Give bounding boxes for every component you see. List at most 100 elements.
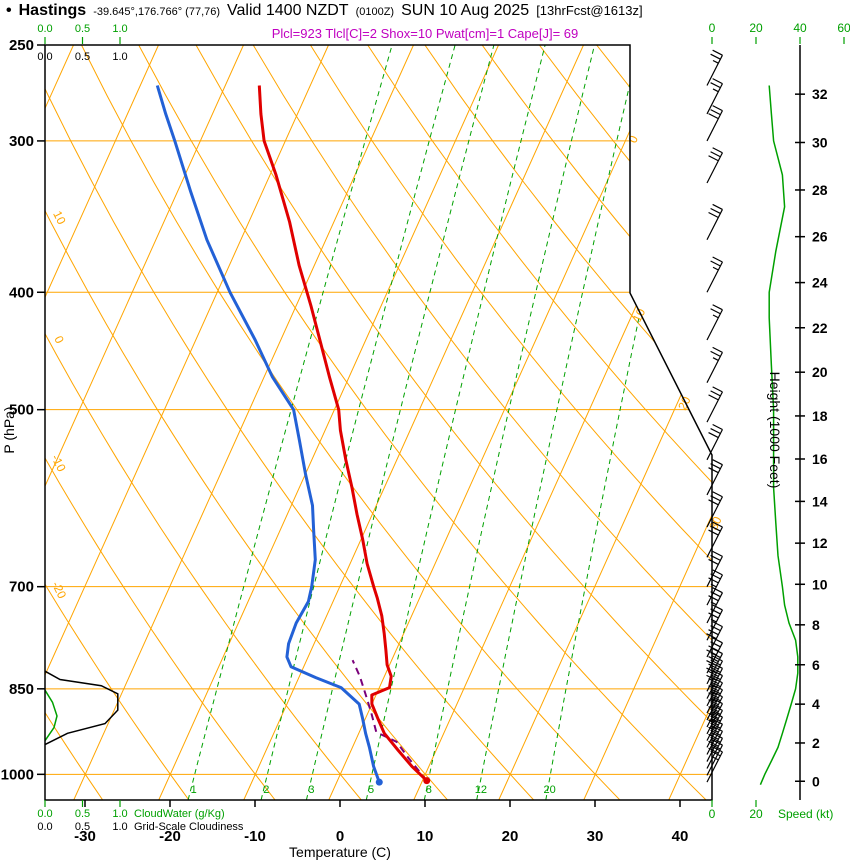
- svg-text:40: 40: [672, 828, 689, 845]
- svg-text:20: 20: [749, 807, 763, 821]
- svg-text:850: 850: [9, 681, 34, 698]
- station-coordinates: -39.645°,176.766° (77,76): [93, 6, 221, 18]
- wind-barb: [706, 105, 723, 142]
- parcel-curve: [351, 659, 428, 782]
- wind-barb: [706, 550, 723, 587]
- svg-text:1: 1: [191, 784, 197, 796]
- wind-barb: [706, 386, 723, 423]
- sounding-parameters-line: Plcl=923 Tlcl[C]=2 Shox=10 Pwat[cm]=1 Ca…: [271, 26, 579, 41]
- svg-text:10: 10: [812, 576, 828, 592]
- valid-time: Valid 1400 NZDT: [227, 2, 349, 19]
- svg-text:6: 6: [812, 657, 820, 673]
- svg-text:20: 20: [544, 784, 556, 796]
- svg-text:0: 0: [709, 807, 716, 821]
- svg-text:32: 32: [812, 86, 828, 102]
- svg-text:2: 2: [263, 784, 269, 796]
- svg-text:0: 0: [812, 773, 820, 789]
- svg-text:0.0: 0.0: [37, 23, 52, 35]
- svg-text:1.0: 1.0: [112, 821, 127, 833]
- wind-barb: [706, 621, 723, 658]
- wind-barb: [706, 304, 723, 341]
- wind-speed-curve: [759, 85, 799, 785]
- svg-text:40: 40: [793, 21, 807, 35]
- wind-barbs: [706, 49, 723, 783]
- svg-text:30: 30: [812, 134, 828, 150]
- valid-date: SUN 10 Aug 2025: [401, 2, 530, 19]
- svg-text:20: 20: [502, 828, 519, 845]
- svg-text:4: 4: [812, 696, 820, 712]
- svg-text:22: 22: [812, 320, 828, 336]
- wind-barb: [706, 203, 723, 241]
- svg-text:30: 30: [587, 828, 604, 845]
- svg-text:8: 8: [426, 784, 432, 796]
- svg-text:500: 500: [9, 402, 34, 419]
- wind-barb: [706, 587, 723, 624]
- wind-barb: [706, 655, 723, 692]
- svg-text:0: 0: [709, 21, 716, 35]
- speed-scale: 0 20 40 600 20 Speed (kt): [709, 21, 850, 821]
- temperature-curve: [257, 85, 431, 785]
- svg-text:Speed (kt): Speed (kt): [778, 807, 833, 821]
- svg-text:20: 20: [675, 394, 694, 412]
- svg-text:16: 16: [812, 451, 828, 467]
- wind-barb: [706, 491, 723, 528]
- svg-text:1.0: 1.0: [112, 51, 127, 63]
- mixing-ratio-lines: [187, 45, 698, 800]
- svg-text:12: 12: [475, 784, 487, 796]
- svg-text:60: 60: [837, 21, 850, 35]
- dewpoint-curve: [155, 85, 383, 786]
- wind-barb: [706, 459, 723, 496]
- svg-text:CloudWater (g/Kg): CloudWater (g/Kg): [134, 808, 225, 820]
- svg-text:0: 0: [336, 828, 344, 845]
- svg-text:10: 10: [50, 209, 69, 227]
- station-bullet-icon: •: [6, 2, 12, 19]
- svg-text:0: 0: [625, 133, 641, 145]
- wind-barb: [706, 147, 723, 184]
- svg-text:0.0: 0.0: [37, 51, 52, 63]
- svg-text:-10: -10: [244, 828, 266, 845]
- svg-text:24: 24: [812, 275, 828, 291]
- svg-text:14: 14: [812, 493, 828, 509]
- wind-barb: [706, 569, 723, 606]
- svg-text:3: 3: [308, 784, 314, 796]
- svg-text:20: 20: [812, 364, 828, 380]
- svg-text:10: 10: [417, 828, 434, 845]
- svg-text:Height (1000 Feet): Height (1000 Feet): [767, 372, 783, 489]
- wind-barb: [706, 521, 723, 558]
- cloudwater-curve: [44, 689, 58, 742]
- temperature-axis: -30 -20 -10 0 10 20 30 40 Temperature (C): [74, 800, 688, 860]
- svg-text:Temperature (C): Temperature (C): [289, 844, 391, 860]
- svg-text:0: 0: [51, 334, 67, 346]
- pressure-axis: 250 300 400 500 700 850 1000 P (hPa): [1, 37, 45, 783]
- svg-text:Grid-Scale Cloudiness: Grid-Scale Cloudiness: [134, 821, 244, 833]
- svg-text:1.0: 1.0: [112, 808, 127, 820]
- title-bar: • Hastings -39.645°,176.766° (77,76) Val…: [6, 2, 643, 20]
- wind-barb: [706, 256, 723, 293]
- svg-text:0.5: 0.5: [75, 23, 90, 35]
- svg-text:700: 700: [9, 579, 34, 596]
- cloud-scales: 0.00.00.00.00.50.50.50.51.01.01.01.0Clou…: [37, 23, 244, 833]
- svg-text:400: 400: [9, 284, 34, 301]
- wind-barb: [706, 662, 723, 699]
- wind-barb: [706, 637, 723, 674]
- svg-text:5: 5: [368, 784, 374, 796]
- svg-text:0.5: 0.5: [75, 821, 90, 833]
- svg-text:18: 18: [812, 408, 828, 424]
- wind-barb: [706, 346, 723, 383]
- forecast-tag: [13hrFcst@1613z]: [536, 3, 643, 18]
- svg-text:28: 28: [812, 182, 828, 198]
- skewt-grid: [45, 45, 712, 800]
- svg-text:26: 26: [812, 229, 828, 245]
- svg-text:0.0: 0.0: [37, 821, 52, 833]
- wind-barb: [706, 49, 723, 86]
- plot-boundary: [44, 44, 713, 801]
- wind-barb: [706, 423, 723, 461]
- svg-text:10: 10: [630, 306, 649, 324]
- svg-text:300: 300: [9, 133, 34, 150]
- wind-barb: [706, 78, 723, 115]
- svg-text:P (hPa): P (hPa): [1, 406, 17, 453]
- mixing-ratio-labels: 1 2 3 5 8 12 20: [191, 784, 556, 796]
